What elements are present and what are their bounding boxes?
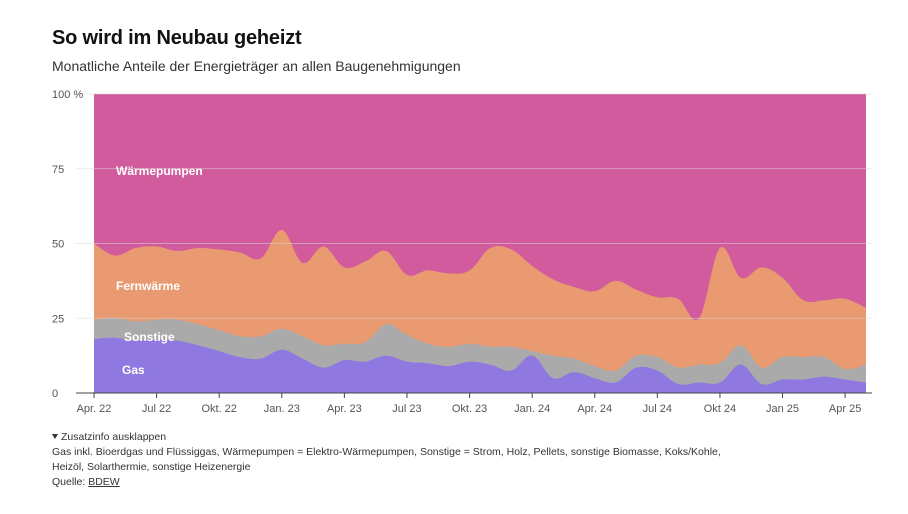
area-label: Fernwärme <box>116 279 180 293</box>
x-tick-label: Jan 25 <box>766 403 799 415</box>
y-tick-label: 100 % <box>52 89 83 101</box>
info-toggle-label: Zusatzinfo ausklappen <box>61 431 167 443</box>
y-tick-label: 50 <box>52 239 64 251</box>
area-label: Gas <box>122 363 145 377</box>
y-tick-label: 75 <box>52 164 64 176</box>
y-tick-label: 25 <box>52 313 64 325</box>
x-tick-label: Okt. 23 <box>452 403 487 415</box>
x-tick-label: Apr. 24 <box>577 403 612 415</box>
info-toggle[interactable]: Zusatzinfo ausklappen <box>52 430 852 445</box>
x-tick-label: Apr 25 <box>829 403 861 415</box>
x-tick-label: Jul 22 <box>142 403 171 415</box>
area-label: Sonstige <box>124 330 175 344</box>
source-prefix: Quelle: <box>52 476 89 488</box>
x-tick-label: Okt. 22 <box>201 403 236 415</box>
x-axis-ticks: Apr. 22 Jul 22 Okt. 22 Jan. 23 Apr. 23 Jul 23… <box>77 393 861 415</box>
area-label: Wärmepumpen <box>116 164 203 178</box>
chart-title: So wird im Neubau geheizt <box>52 27 302 49</box>
caret-down-icon <box>52 434 58 439</box>
stacked-area-chart: 0 25 50 75 100 % Apr. 22 Jul 22 Okt. 22 Jan. 23… <box>52 89 872 415</box>
x-tick-label: Apr. 23 <box>327 403 362 415</box>
y-tick-label: 0 <box>52 388 58 400</box>
footnote-line-2: Heizöl, Solarthermie, sonstige Heizenerg… <box>52 461 251 473</box>
x-tick-label: Jul 24 <box>643 403 672 415</box>
x-tick-label: Apr. 22 <box>77 403 112 415</box>
source-line: Quelle: BDEW <box>52 475 852 490</box>
chart-gridlines <box>76 93 872 394</box>
x-tick-label: Okt 24 <box>704 403 736 415</box>
chart-footer: Zusatzinfo ausklappen Gas inkl. Bioerdga… <box>52 430 852 490</box>
x-tick-label: Jul 23 <box>392 403 421 415</box>
footnote-line-1: Gas inkl. Bioerdgas und Flüssiggas, Wärm… <box>52 446 721 458</box>
x-tick-label: Jan. 23 <box>264 403 300 415</box>
chart-subtitle: Monatliche Anteile der Energieträger an … <box>52 58 461 74</box>
y-axis-ticks: 0 25 50 75 100 % <box>52 89 83 400</box>
x-tick-label: Jan. 24 <box>514 403 550 415</box>
area-gas <box>94 337 866 393</box>
source-link[interactable]: BDEW <box>88 476 120 488</box>
area-labels: Wärmepumpen Fernwärme Sonstige Gas <box>116 164 203 377</box>
